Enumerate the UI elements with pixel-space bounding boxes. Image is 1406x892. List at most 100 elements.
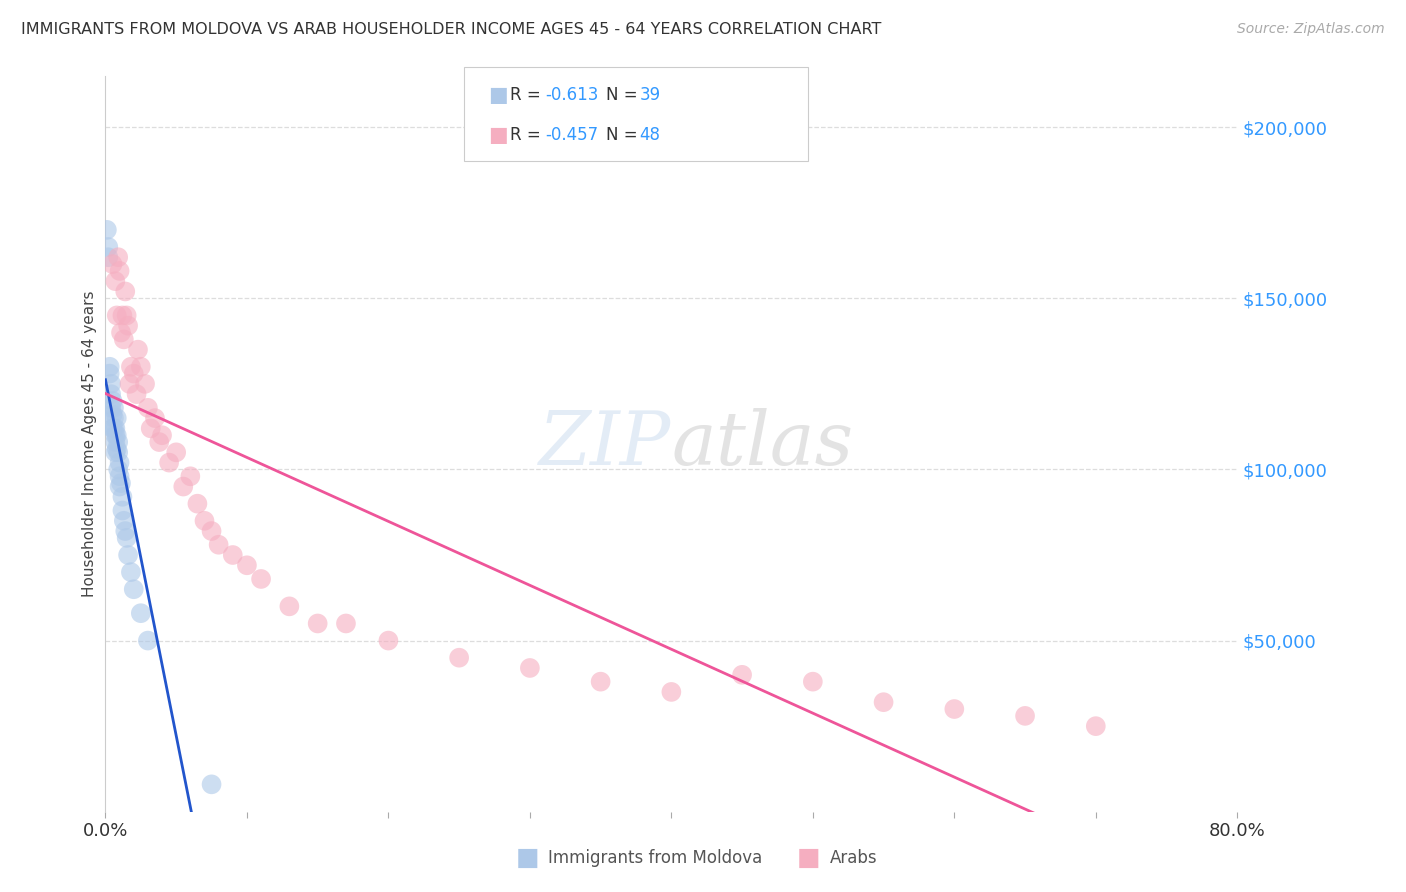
Point: [114, 285, 136, 299]
Point: [172, 479, 194, 493]
Text: 39: 39: [640, 87, 661, 104]
Text: -0.613: -0.613: [546, 87, 599, 104]
Point: [307, 616, 329, 631]
Point: [872, 695, 894, 709]
Point: [1014, 709, 1036, 723]
Point: [222, 548, 245, 562]
Point: [165, 445, 187, 459]
Point: [661, 685, 683, 699]
Text: ZIP: ZIP: [538, 408, 672, 480]
Point: [114, 524, 136, 538]
Point: [148, 435, 170, 450]
Point: [200, 524, 222, 538]
Point: [122, 367, 145, 381]
Point: [105, 442, 128, 456]
Text: ■: ■: [488, 85, 508, 105]
Point: [104, 421, 127, 435]
Point: [377, 633, 399, 648]
Text: Immigrants from Moldova: Immigrants from Moldova: [548, 849, 762, 867]
Point: [115, 531, 138, 545]
Point: [105, 309, 128, 323]
Point: [107, 462, 129, 476]
Point: [103, 421, 125, 435]
Point: [107, 435, 129, 450]
Point: [103, 411, 125, 425]
Point: [108, 479, 131, 493]
Point: [101, 408, 124, 422]
Point: [104, 274, 127, 288]
Point: [136, 633, 159, 648]
Point: [186, 497, 208, 511]
Point: [107, 250, 129, 264]
Point: [108, 456, 131, 470]
Point: [108, 469, 131, 483]
Point: [107, 445, 129, 459]
Point: [127, 343, 149, 357]
Point: [208, 538, 231, 552]
Point: [100, 401, 122, 415]
Text: IMMIGRANTS FROM MOLDOVA VS ARAB HOUSEHOLDER INCOME AGES 45 - 64 YEARS CORRELATIO: IMMIGRANTS FROM MOLDOVA VS ARAB HOUSEHOL…: [21, 22, 882, 37]
Point: [101, 421, 124, 435]
Point: [150, 428, 173, 442]
Point: [97, 250, 120, 264]
Point: [104, 445, 127, 459]
Point: [110, 326, 132, 340]
Point: [143, 411, 166, 425]
Point: [589, 674, 612, 689]
Point: [193, 514, 215, 528]
Text: N =: N =: [606, 87, 643, 104]
Text: -0.457: -0.457: [546, 126, 599, 144]
Point: [104, 435, 127, 450]
Point: [120, 359, 142, 374]
Point: [105, 411, 128, 425]
Point: [236, 558, 259, 573]
Text: Arabs: Arabs: [830, 849, 877, 867]
Point: [157, 456, 180, 470]
Point: [731, 668, 754, 682]
Text: ■: ■: [797, 847, 820, 870]
Point: [115, 309, 138, 323]
Point: [103, 401, 125, 415]
Text: R =: R =: [510, 87, 547, 104]
Point: [278, 599, 301, 614]
Point: [125, 387, 148, 401]
Point: [122, 582, 145, 597]
Text: 48: 48: [640, 126, 661, 144]
Point: [105, 428, 128, 442]
Point: [111, 490, 134, 504]
Point: [120, 565, 142, 579]
Point: [519, 661, 541, 675]
Point: [112, 332, 135, 346]
Y-axis label: Householder Income Ages 45 - 64 years: Householder Income Ages 45 - 64 years: [82, 291, 97, 597]
Point: [943, 702, 966, 716]
Point: [134, 376, 156, 391]
Point: [335, 616, 357, 631]
Point: [179, 469, 201, 483]
Point: [111, 503, 134, 517]
Point: [129, 606, 152, 620]
Point: [117, 318, 139, 333]
Point: [129, 359, 152, 374]
Point: [449, 650, 471, 665]
Point: [112, 514, 135, 528]
Point: [118, 376, 141, 391]
Point: [100, 387, 122, 401]
Text: ■: ■: [516, 847, 538, 870]
Point: [110, 476, 132, 491]
Text: atlas: atlas: [672, 408, 853, 480]
Point: [139, 421, 162, 435]
Text: ■: ■: [488, 125, 508, 145]
Point: [98, 359, 121, 374]
Point: [108, 264, 131, 278]
Point: [801, 674, 824, 689]
Point: [101, 257, 124, 271]
Point: [111, 309, 134, 323]
Point: [97, 240, 120, 254]
Text: N =: N =: [606, 126, 643, 144]
Point: [250, 572, 273, 586]
Point: [117, 548, 139, 562]
Point: [200, 777, 222, 791]
Point: [104, 428, 127, 442]
Point: [96, 223, 118, 237]
Text: R =: R =: [510, 126, 547, 144]
